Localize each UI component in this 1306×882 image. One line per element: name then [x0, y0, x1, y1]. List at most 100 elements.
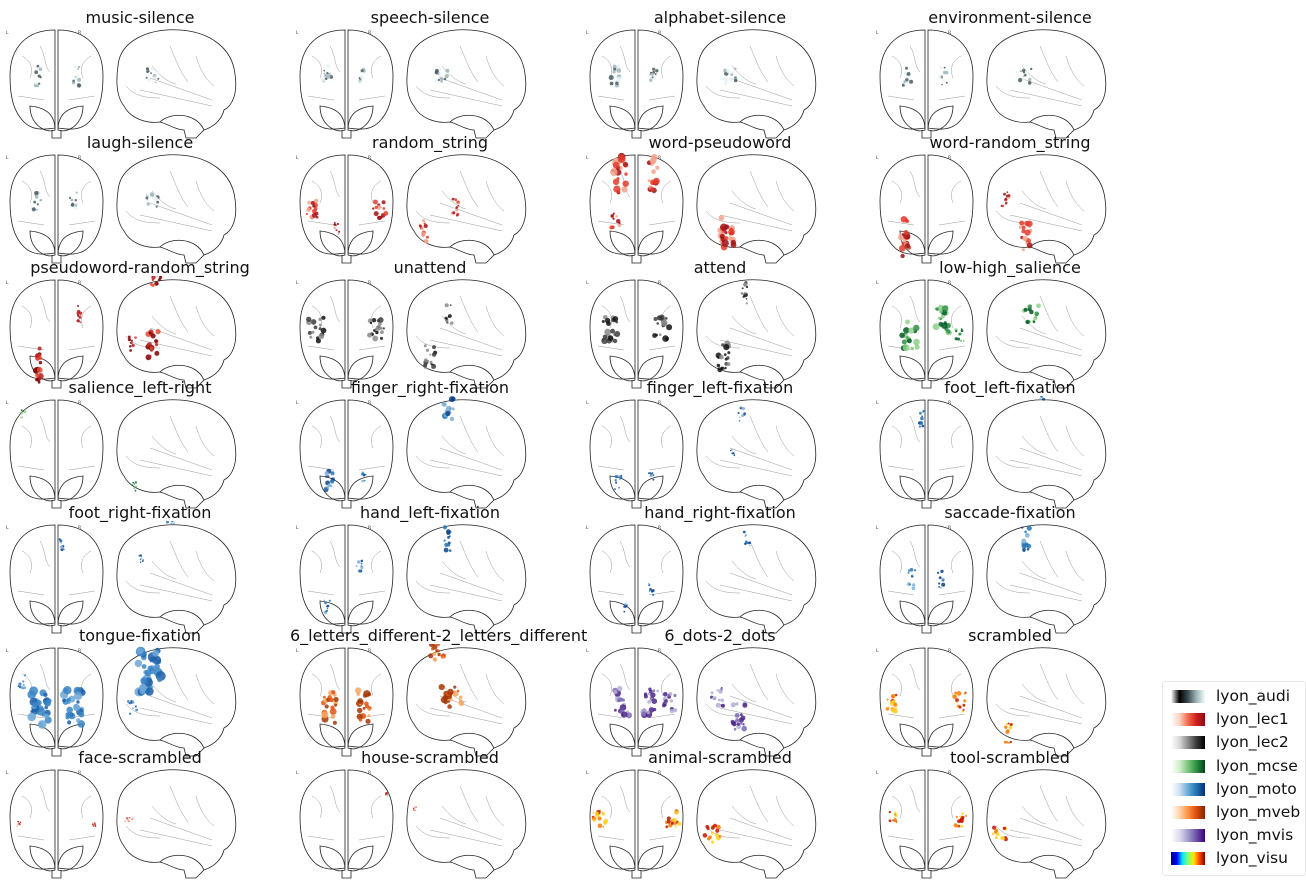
right-marker: R — [368, 400, 371, 406]
activation-blob — [651, 698, 658, 704]
activation-blob — [893, 702, 898, 707]
activation-blob — [626, 710, 630, 714]
activation-blob — [442, 525, 448, 530]
sulci-lines — [887, 415, 966, 471]
activation-blob — [618, 486, 620, 489]
sagittal-sulci-lines — [415, 663, 505, 725]
sagittal-cerebellum-outline — [739, 364, 785, 381]
activation-blob — [357, 707, 363, 714]
activation-blob — [23, 674, 27, 677]
activation-blob — [649, 475, 651, 478]
activation-blob — [932, 323, 940, 331]
activation-blob — [740, 715, 746, 721]
brain-panel: scrambled L R — [870, 626, 1150, 757]
activation-blob — [142, 560, 144, 563]
activation-blob — [604, 328, 612, 336]
activation-blob — [901, 339, 907, 345]
activation-blob — [1001, 204, 1005, 208]
activation-blob — [130, 699, 133, 703]
sagittal-sulci-lines — [995, 170, 1085, 232]
activation-blob — [612, 316, 619, 322]
left-cerebellum-outline — [319, 723, 346, 750]
left-cerebellum-outline — [29, 600, 56, 627]
legend-item: lyon_lec1 — [1167, 709, 1305, 732]
activation-blob — [448, 314, 452, 318]
activation-blob — [1032, 320, 1036, 324]
brain-panel: word-random_string L R — [870, 133, 1150, 264]
right-cerebellum-outline — [347, 230, 374, 257]
activation-blob — [443, 77, 447, 81]
activation-blob — [447, 543, 451, 547]
legend-item: lyon_visu — [1167, 848, 1305, 871]
right-hemisphere-outline — [57, 769, 104, 870]
sagittal-cerebellum-outline — [159, 364, 205, 381]
activation-blob — [907, 571, 910, 574]
activation-blob — [323, 72, 326, 75]
activation-blob — [71, 202, 75, 206]
sulci-lines — [597, 663, 676, 719]
activation-blob — [734, 713, 740, 718]
activation-blob — [139, 683, 147, 692]
activation-blob — [386, 795, 389, 797]
activation-blob — [908, 327, 915, 334]
activation-blob — [307, 330, 312, 335]
activation-blob — [908, 569, 911, 571]
sagittal-brain-outline — [116, 399, 237, 509]
right-cerebellum-outline — [637, 105, 664, 132]
activation-blob — [715, 824, 721, 830]
activation-blob — [379, 206, 382, 209]
activation-blob — [355, 565, 358, 568]
activation-blob — [309, 335, 313, 339]
panel-title: environment-silence — [928, 8, 1092, 27]
right-hemisphere-outline — [57, 279, 104, 380]
sagittal-sulci-lines — [705, 295, 795, 357]
activation-blob — [618, 221, 621, 225]
right-marker: R — [78, 648, 81, 654]
activation-blob — [329, 708, 337, 715]
activation-blob — [962, 339, 965, 342]
brain-panel: 6_letters_different-2_letters_different L… — [290, 626, 587, 757]
activation-blob — [956, 824, 959, 828]
sulci-lines — [887, 170, 966, 226]
activation-blob — [43, 692, 48, 697]
activation-blob — [362, 706, 366, 710]
left-hemisphere-outline — [9, 399, 56, 500]
activation-blob — [618, 475, 620, 477]
sagittal-brain-outline — [116, 769, 237, 879]
activation-blob — [326, 74, 331, 79]
activation-blob — [79, 321, 82, 323]
brainstem-outline — [631, 748, 642, 757]
activation-blob — [334, 703, 338, 707]
activation-blob — [905, 66, 908, 70]
brainstem-outline — [631, 625, 642, 634]
activation-blob — [447, 536, 450, 539]
right-hemisphere-outline — [927, 647, 974, 748]
brainstem-outline — [341, 500, 352, 509]
activation-blob — [922, 409, 925, 413]
sagittal-cerebellum-outline — [1029, 732, 1075, 749]
activation-blob — [899, 332, 905, 339]
activation-blob — [1004, 201, 1008, 205]
activation-blob — [994, 836, 998, 840]
activation-blob — [733, 67, 737, 70]
activation-blob — [647, 700, 651, 704]
activation-blob — [423, 358, 428, 363]
activation-blob — [377, 317, 384, 323]
left-cerebellum-outline — [319, 600, 346, 627]
activation-blob — [452, 211, 456, 215]
sagittal-sulci-lines — [705, 663, 795, 725]
activation-blob — [1019, 220, 1025, 226]
activation-blob — [67, 712, 73, 718]
activation-blob — [663, 692, 668, 697]
brainstem-outline — [51, 748, 62, 757]
right-hemisphere-outline — [637, 29, 684, 130]
brain-panel: house-scrambled L R — [290, 748, 570, 879]
activation-blob — [610, 168, 618, 176]
activation-blob — [724, 231, 728, 235]
left-marker: L — [876, 280, 879, 286]
activation-blob — [448, 549, 452, 552]
activation-blob — [424, 239, 429, 244]
colormap-swatch — [1171, 759, 1205, 773]
right-cerebellum-outline — [637, 475, 664, 502]
